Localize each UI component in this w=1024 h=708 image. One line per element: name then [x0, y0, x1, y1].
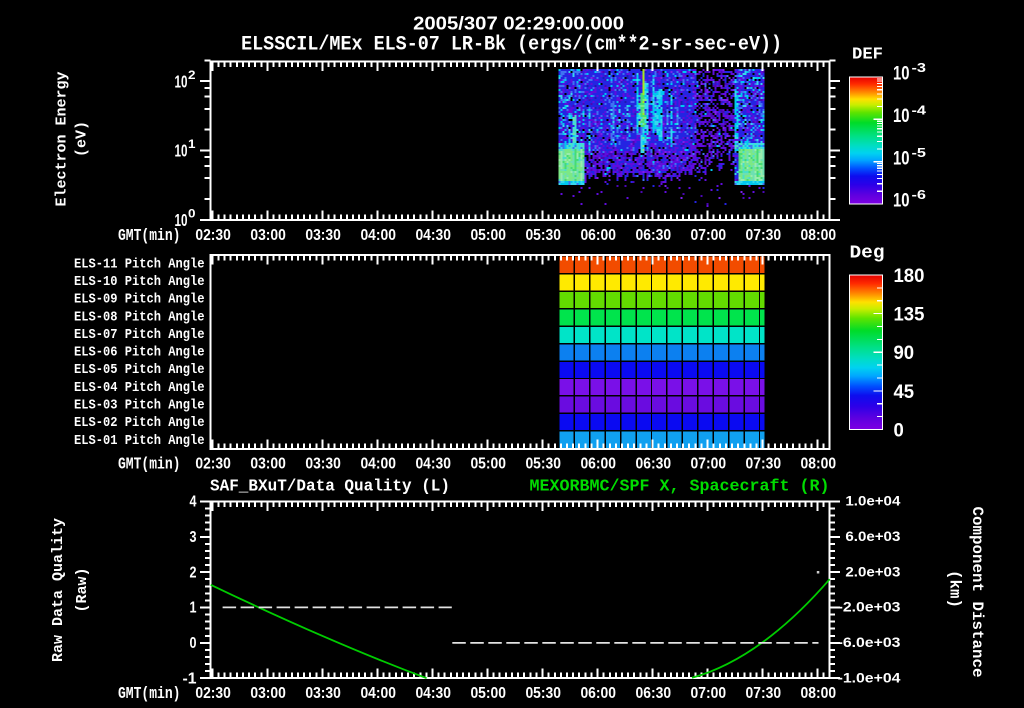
svg-text:04:00: 04:00: [360, 455, 396, 472]
svg-text:1: 1: [190, 600, 197, 617]
svg-text:90: 90: [894, 343, 915, 364]
svg-text:ELS-09 Pitch Angle: ELS-09 Pitch Angle: [74, 293, 205, 308]
svg-text:135: 135: [894, 305, 925, 326]
svg-text:06:30: 06:30: [636, 227, 672, 244]
svg-text:-3: -3: [912, 61, 927, 75]
svg-text:ELS-06 Pitch Angle: ELS-06 Pitch Angle: [74, 346, 205, 361]
svg-text:10: 10: [175, 141, 188, 161]
svg-text:(eV): (eV): [74, 121, 91, 157]
svg-text:05:00: 05:00: [470, 227, 506, 244]
svg-text:180: 180: [894, 266, 925, 287]
svg-text:0: 0: [190, 635, 197, 652]
svg-text:4: 4: [190, 494, 197, 511]
svg-text:-4: -4: [912, 103, 927, 117]
svg-text:10: 10: [175, 210, 188, 230]
svg-text:08:00: 08:00: [801, 685, 837, 702]
svg-text:ELS-04 Pitch Angle: ELS-04 Pitch Angle: [74, 381, 205, 396]
svg-text:0: 0: [894, 421, 904, 442]
svg-text:ELS-11 Pitch Angle: ELS-11 Pitch Angle: [74, 257, 205, 272]
svg-text:1.0e+04: 1.0e+04: [845, 494, 900, 509]
svg-text:0: 0: [188, 206, 196, 220]
svg-text:GMT(min): GMT(min): [118, 455, 181, 474]
svg-text:Electron Energy: Electron Energy: [54, 71, 71, 206]
svg-text:05:30: 05:30: [525, 455, 561, 472]
svg-text:ELS-10 Pitch Angle: ELS-10 Pitch Angle: [74, 275, 205, 290]
svg-text:02:30: 02:30: [195, 455, 231, 472]
svg-text:-5: -5: [912, 146, 927, 160]
svg-text:03:30: 03:30: [305, 227, 341, 244]
svg-text:-6.0e+03: -6.0e+03: [838, 635, 901, 650]
svg-text:07:00: 07:00: [691, 685, 727, 702]
svg-text:06:30: 06:30: [636, 455, 672, 472]
svg-text:10: 10: [893, 106, 910, 127]
svg-text:10: 10: [893, 191, 910, 212]
svg-text:03:00: 03:00: [250, 685, 286, 702]
svg-text:Component Distance: Component Distance: [968, 507, 986, 678]
svg-text:ELS-05 Pitch Angle: ELS-05 Pitch Angle: [74, 363, 205, 378]
svg-text:DEF: DEF: [852, 46, 883, 65]
svg-text:03:30: 03:30: [305, 685, 341, 702]
svg-text:04:30: 04:30: [415, 227, 451, 244]
svg-text:08:00: 08:00: [801, 227, 837, 244]
svg-text:45: 45: [894, 382, 915, 403]
svg-text:ELS-02 Pitch Angle: ELS-02 Pitch Angle: [74, 416, 205, 431]
svg-text:06:30: 06:30: [636, 685, 672, 702]
svg-text:-2.0e+03: -2.0e+03: [838, 600, 901, 615]
svg-text:2.0e+03: 2.0e+03: [845, 564, 900, 579]
svg-text:06:00: 06:00: [580, 227, 616, 244]
svg-text:05:00: 05:00: [470, 685, 506, 702]
svg-text:07:30: 07:30: [746, 685, 782, 702]
svg-text:-1: -1: [183, 670, 197, 687]
svg-text:2: 2: [190, 564, 197, 581]
svg-text:04:00: 04:00: [360, 685, 396, 702]
svg-text:07:30: 07:30: [746, 455, 782, 472]
svg-text:02:30: 02:30: [195, 227, 231, 244]
svg-text:2005/307 02:29:00.000: 2005/307 02:29:00.000: [413, 13, 624, 34]
svg-text:(km): (km): [946, 570, 964, 608]
svg-text:MEXORBMC/SPF X, Spacecraft (R): MEXORBMC/SPF X, Spacecraft (R): [530, 478, 830, 497]
svg-text:07:00: 07:00: [691, 455, 727, 472]
svg-text:(Raw): (Raw): [74, 567, 91, 612]
svg-text:2: 2: [188, 68, 196, 82]
svg-text:6.0e+03: 6.0e+03: [845, 529, 900, 544]
svg-text:Deg: Deg: [850, 244, 885, 264]
svg-text:03:30: 03:30: [305, 455, 341, 472]
svg-text:ELS-01 Pitch Angle: ELS-01 Pitch Angle: [74, 434, 205, 449]
svg-text:04:30: 04:30: [415, 685, 451, 702]
svg-text:10: 10: [175, 71, 188, 91]
svg-text:06:00: 06:00: [580, 455, 616, 472]
svg-text:10: 10: [893, 148, 910, 169]
svg-text:3: 3: [190, 529, 197, 546]
svg-text:10: 10: [893, 64, 910, 85]
svg-text:04:00: 04:00: [360, 227, 396, 244]
svg-text:05:30: 05:30: [525, 685, 561, 702]
svg-text:ELS-03 Pitch Angle: ELS-03 Pitch Angle: [74, 399, 205, 414]
svg-text:ELS-08 Pitch Angle: ELS-08 Pitch Angle: [74, 310, 205, 325]
svg-text:05:00: 05:00: [470, 455, 506, 472]
svg-text:ELSSCIL/MEx ELS-07 LR-Bk (erg: ELSSCIL/MEx ELS-07 LR-Bk (ergs/(cm**2-sr…: [241, 34, 782, 57]
svg-text:-1.0e+04: -1.0e+04: [838, 670, 901, 685]
svg-text:07:00: 07:00: [691, 227, 727, 244]
svg-text:05:30: 05:30: [525, 227, 561, 244]
svg-text:GMT(min): GMT(min): [118, 227, 181, 246]
svg-text:ELS-07 Pitch Angle: ELS-07 Pitch Angle: [74, 328, 205, 343]
svg-text:03:00: 03:00: [250, 455, 286, 472]
svg-text:1: 1: [188, 137, 196, 151]
svg-text:03:00: 03:00: [250, 227, 286, 244]
svg-text:04:30: 04:30: [415, 455, 451, 472]
svg-text:SAF_BXuT/Data Quality (L): SAF_BXuT/Data Quality (L): [210, 478, 450, 497]
svg-text:Raw Data Quality: Raw Data Quality: [50, 518, 67, 662]
svg-text:-6: -6: [912, 188, 927, 202]
svg-text:07:30: 07:30: [746, 227, 782, 244]
svg-text:08:00: 08:00: [801, 455, 837, 472]
svg-text:GMT(min): GMT(min): [118, 685, 181, 704]
svg-text:06:00: 06:00: [580, 685, 616, 702]
svg-text:02:30: 02:30: [195, 685, 231, 702]
